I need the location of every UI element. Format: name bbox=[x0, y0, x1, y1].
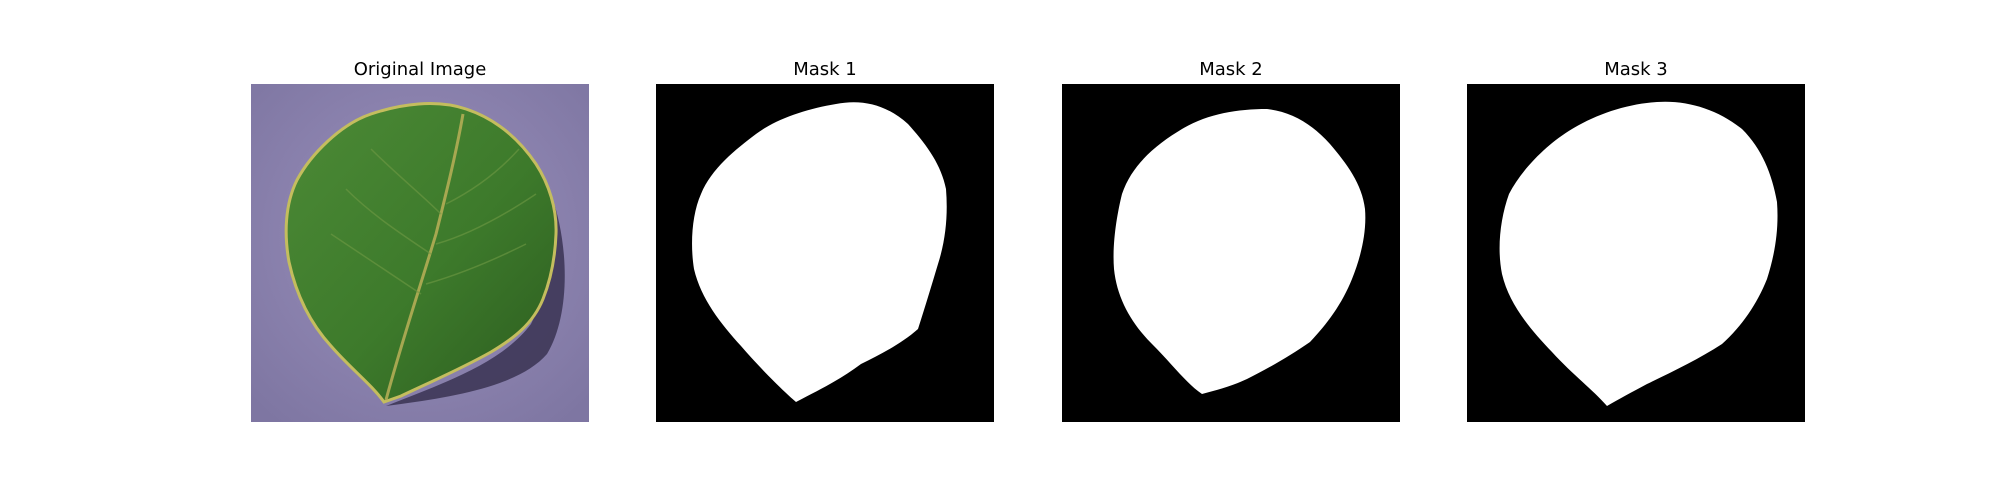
panel-mask-2: Mask 2 bbox=[1062, 55, 1400, 422]
panel-title: Original Image bbox=[353, 59, 487, 80]
mask-1 bbox=[656, 84, 994, 422]
panel-mask-1: Mask 1 bbox=[656, 55, 994, 422]
leaf-photo bbox=[251, 84, 589, 422]
mask-3 bbox=[1467, 84, 1805, 422]
mask-2 bbox=[1062, 84, 1400, 422]
original-image bbox=[251, 84, 589, 422]
panel-title: Mask 1 bbox=[793, 59, 857, 80]
panel-mask-3: Mask 3 bbox=[1467, 55, 1805, 422]
mask-3-image bbox=[1467, 84, 1805, 422]
mask-1-image bbox=[656, 84, 994, 422]
panel-title: Mask 3 bbox=[1604, 59, 1668, 80]
mask-2-image bbox=[1062, 84, 1400, 422]
panel-original-image: Original Image bbox=[251, 55, 589, 422]
panel-title: Mask 2 bbox=[1199, 59, 1263, 80]
